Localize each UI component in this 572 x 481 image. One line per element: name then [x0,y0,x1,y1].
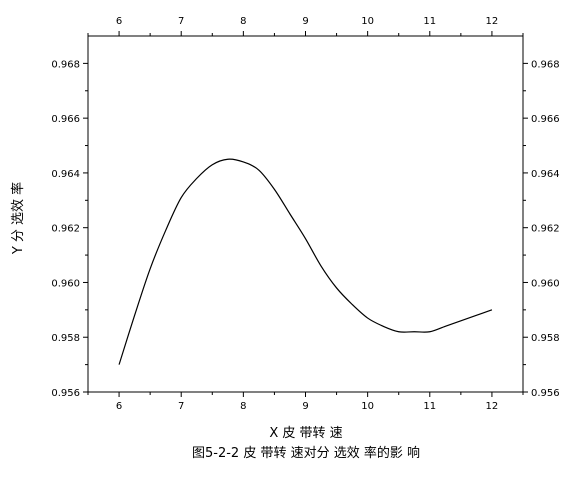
x-tick-label-bottom: 10 [361,401,374,412]
figure-caption: 图5-2-2 皮 带转 速对分 选效 率的影 响 [192,445,420,461]
series-line [118,158,493,365]
y-tick-label-left: 0.968 [51,59,80,70]
x-axis-title: X 皮 带转 速 [269,426,342,441]
y-tick-label-right: 0.960 [531,278,560,289]
y-tick-label-right: 0.966 [531,114,560,125]
y-tick-label-left: 0.960 [51,278,80,289]
x-tick-label-bottom: 9 [302,401,308,412]
y-tick-label-right: 0.958 [531,333,560,344]
x-tick-label-top: 8 [240,16,246,27]
x-tick-label-top: 12 [486,16,499,27]
y-tick-label-left: 0.956 [51,388,80,399]
y-tick-label-left: 0.958 [51,333,80,344]
x-tick-label-top: 9 [302,16,308,27]
x-tick-label-bottom: 12 [486,401,499,412]
y-tick-label-right: 0.956 [531,388,560,399]
y-tick-label-left: 0.962 [51,224,80,235]
y-tick-label-left: 0.964 [51,169,80,180]
x-tick-label-bottom: 6 [116,401,122,412]
x-tick-label-top: 10 [361,16,374,27]
x-tick-label-bottom: 7 [178,401,184,412]
axes [87,35,524,393]
y-axis-title: Y 分 选效 率 [10,182,26,255]
y-tick-label-right: 0.964 [531,169,560,180]
x-tick-label-top: 11 [423,16,436,27]
ticks [83,31,528,397]
x-tick-label-bottom: 8 [240,401,246,412]
plot-frame [87,35,524,393]
x-tick-label-bottom: 11 [423,401,436,412]
x-tick-label-top: 7 [178,16,184,27]
y-tick-label-left: 0.966 [51,114,80,125]
x-tick-label-top: 6 [116,16,122,27]
y-tick-label-right: 0.968 [531,59,560,70]
y-tick-label-right: 0.962 [531,224,560,235]
tick-labels: 6 6 7 7 8 8 9 9 10 10 11 11 12 12 0.956 0.956 0.958 0.958… [51,16,559,412]
